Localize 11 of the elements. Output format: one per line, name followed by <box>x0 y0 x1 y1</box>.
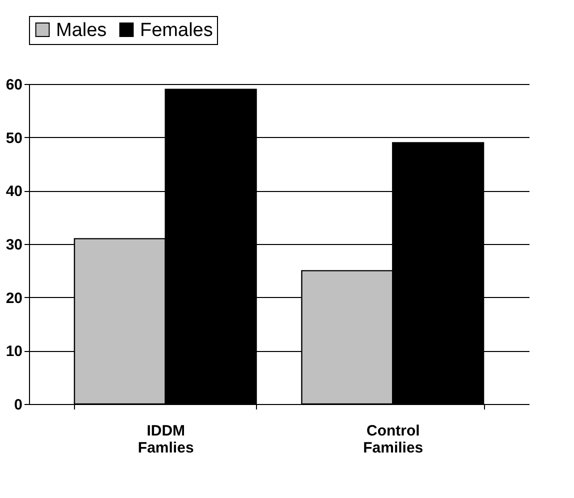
x-tick-label: Control Families <box>363 422 424 456</box>
legend-label: Males <box>56 20 107 41</box>
y-tick-label: 10 <box>6 343 22 360</box>
y-tick-label: 20 <box>6 290 22 307</box>
legend-label: Females <box>140 20 213 41</box>
y-tick-label: 0 <box>14 396 22 414</box>
y-tick-label: 50 <box>6 130 22 147</box>
x-tick-label: IDDM Famlies <box>138 422 194 456</box>
y-tick-label: 40 <box>6 183 22 200</box>
y-tick-label: 30 <box>6 236 22 254</box>
y-tick-label: 60 <box>6 76 22 94</box>
